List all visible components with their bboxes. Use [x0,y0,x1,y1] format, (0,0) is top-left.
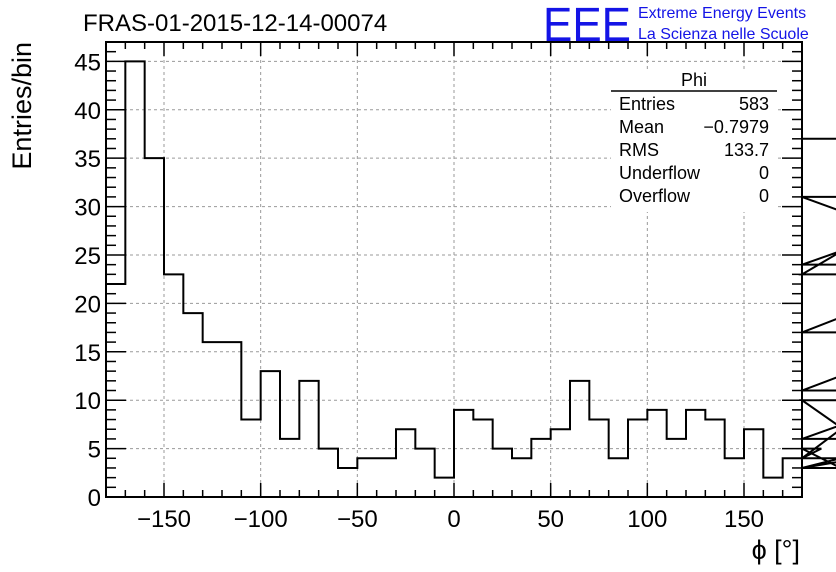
x-tick-label: 0 [447,506,460,533]
x-axis-title: ϕ [°] [752,535,800,565]
stats-label-overflow: Overflow [619,186,691,206]
eee-logo: EEE Extreme Energy Events La Scienza nel… [543,0,809,52]
y-tick-label: 10 [74,388,101,415]
stats-value-overflow: 0 [759,186,769,206]
logo-line-2: La Scienza nelle Scuole [638,26,809,43]
y-tick-label: 20 [74,291,101,318]
stats-value-rms: 133.7 [724,140,769,160]
x-tick-labels: −150 −100 −50 0 50 100 150 [137,506,764,533]
logo-line-1: Extreme Energy Events [638,5,806,22]
x-tick-label: 100 [627,506,667,533]
eee-logo-mark: EEE [543,0,631,52]
y-tick-label: 5 [88,437,101,464]
stats-label-mean: Mean [619,117,664,137]
stats-value-mean: −0.7979 [703,117,769,137]
stats-label-rms: RMS [619,140,659,160]
histogram-series [105,60,836,497]
y-tick-label: 15 [74,340,101,367]
axis-ticks [105,42,803,498]
y-tick-label: 0 [88,485,101,512]
chart-title: FRAS-01-2015-12-14-00074 [83,10,387,37]
stats-value-entries: 583 [739,94,769,114]
y-tick-label: 35 [74,146,101,173]
x-tick-label: −100 [234,506,288,533]
x-tick-label: 50 [537,506,564,533]
stats-title: Phi [681,70,707,90]
x-tick-label: −150 [137,506,191,533]
y-axis-title: Entries/bin [7,42,37,170]
stats-box: Phi Entries 583 Mean −0.7979 RMS 133.7 U… [611,70,777,212]
y-tick-label: 30 [74,195,101,222]
stats-label-entries: Entries [619,94,675,114]
x-tick-label: −50 [337,506,378,533]
stats-label-underflow: Underflow [619,163,701,183]
x-tick-label: 150 [724,506,764,533]
y-tick-label: 25 [74,243,101,270]
stats-value-underflow: 0 [759,163,769,183]
y-tick-labels: 0 5 10 15 20 25 30 35 40 45 [74,49,101,512]
y-tick-label: 45 [74,49,101,76]
y-tick-label: 40 [74,98,101,125]
